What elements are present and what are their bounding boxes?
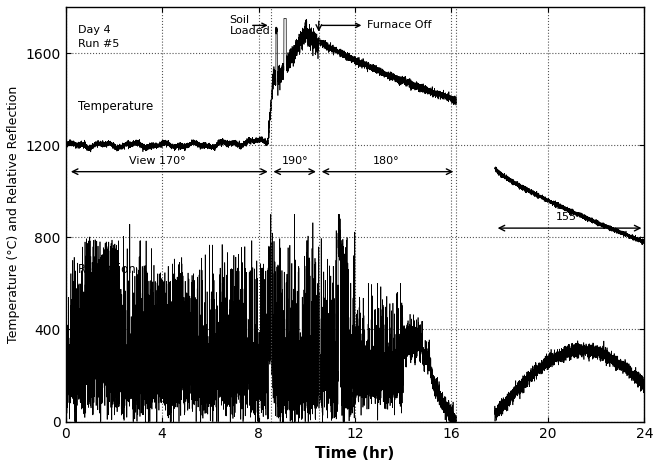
Text: 180°: 180° <box>373 156 399 166</box>
Text: Furnace Off: Furnace Off <box>321 21 432 30</box>
Y-axis label: Temperature (°C) and Relative Reflection: Temperature (°C) and Relative Reflection <box>7 86 20 343</box>
Text: Reflection: Reflection <box>78 263 137 276</box>
Text: Run #5: Run #5 <box>78 39 119 49</box>
X-axis label: Time (hr): Time (hr) <box>315 446 395 461</box>
Text: 190°: 190° <box>281 156 308 166</box>
Text: Soil
Loaded: Soil Loaded <box>230 15 271 36</box>
Text: Temperature: Temperature <box>78 100 153 112</box>
Text: 155°: 155° <box>556 212 583 222</box>
Text: Day 4: Day 4 <box>78 25 110 35</box>
Text: View 170°: View 170° <box>129 156 185 166</box>
